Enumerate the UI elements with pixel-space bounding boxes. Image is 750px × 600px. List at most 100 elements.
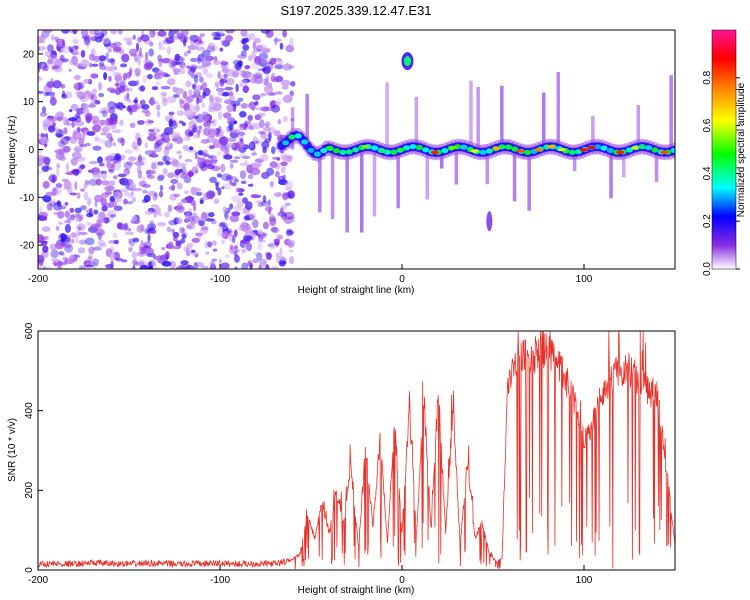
heatmap-cell — [143, 62, 153, 71]
heatmap-cell — [281, 212, 287, 220]
heatmap-cell — [109, 90, 117, 94]
heatmap-cell — [254, 199, 262, 204]
heatmap-cell — [183, 136, 191, 142]
heatmap-cell — [252, 73, 263, 79]
bottom-x-axis-label: Height of straight line (km) — [298, 585, 415, 596]
heatmap-cell — [229, 163, 234, 169]
heatmap-cell — [38, 149, 43, 154]
heatmap-cell — [59, 251, 66, 257]
heatmap-cell — [265, 264, 270, 269]
heatmap-cell — [38, 75, 43, 82]
heatmap-cell — [234, 254, 240, 263]
heatmap-cell — [123, 198, 128, 205]
heatmap-cell — [42, 194, 52, 203]
heatmap-cell — [147, 223, 157, 231]
heatmap-cell — [43, 65, 49, 72]
heatmap-cell — [198, 36, 202, 42]
heatmap-cell — [242, 37, 249, 43]
heatmap-cell — [265, 73, 270, 83]
heatmap-cell — [286, 233, 293, 237]
heatmap-cell — [78, 239, 87, 245]
heatmap-cell — [307, 147, 315, 153]
heatmap-cell — [242, 197, 248, 204]
heatmap-cell — [469, 80, 473, 150]
heatmap-cell — [97, 156, 103, 164]
heatmap-cell — [241, 102, 247, 110]
heatmap-cell — [288, 134, 296, 140]
heatmap-cell — [136, 42, 139, 52]
heatmap-cell — [121, 226, 129, 230]
x-tick-label: -200 — [28, 575, 48, 586]
heatmap-cell — [176, 68, 186, 75]
heatmap-cell — [250, 51, 257, 59]
heatmap-cell — [64, 91, 73, 99]
heatmap-cell — [186, 242, 194, 248]
heatmap-cell — [194, 253, 199, 258]
heatmap-cell — [101, 171, 107, 180]
heatmap-cell — [371, 145, 379, 151]
heatmap-cell — [275, 170, 280, 178]
heatmap-cell — [240, 221, 247, 226]
heatmap-cell — [90, 36, 98, 42]
heatmap-cell — [148, 128, 155, 133]
heatmap-cell — [57, 261, 68, 266]
heatmap-cell — [248, 73, 257, 79]
heatmap-cell — [151, 162, 157, 170]
heatmap-cell — [182, 144, 189, 151]
heatmap-cell — [252, 48, 262, 53]
heatmap-cell — [181, 263, 191, 269]
heatmap-cell — [61, 30, 70, 34]
heatmap-cell — [195, 232, 203, 237]
heatmap-cell — [76, 127, 81, 133]
heatmap-cell — [259, 43, 267, 50]
heatmap-cell — [141, 104, 150, 110]
heatmap-cell — [119, 80, 126, 89]
heatmap-cell — [271, 146, 276, 155]
heatmap-cell — [144, 210, 154, 216]
heatmap-cell — [175, 169, 181, 175]
heatmap-cell — [159, 254, 169, 261]
heatmap-cell — [269, 161, 278, 168]
heatmap-cell — [149, 220, 155, 226]
heatmap-cell — [168, 59, 175, 69]
heatmap-cell — [283, 154, 293, 162]
heatmap-cell — [156, 110, 160, 118]
heatmap-cell — [260, 30, 271, 34]
heatmap-cell — [76, 230, 81, 238]
heatmap-cell — [162, 155, 170, 162]
snr-background — [38, 331, 675, 570]
heatmap-cell — [73, 145, 83, 153]
heatmap-cell — [155, 69, 165, 79]
heatmap-cell — [79, 95, 89, 103]
heatmap-cell — [140, 240, 144, 247]
heatmap-cell — [134, 160, 144, 166]
heatmap-cell — [622, 149, 626, 178]
heatmap-cell — [147, 74, 153, 80]
heatmap-cell — [119, 120, 124, 127]
heatmap-cell — [66, 162, 69, 172]
heatmap-cell — [360, 149, 364, 233]
heatmap-cell — [151, 150, 157, 156]
heatmap-cell — [108, 185, 115, 191]
heatmap-cell — [76, 91, 86, 100]
heatmap-cell — [144, 228, 151, 235]
heatmap-cell — [109, 252, 115, 261]
heatmap-cell — [511, 146, 519, 152]
heatmap-cell — [250, 194, 260, 199]
heatmap-cell — [180, 57, 186, 61]
heatmap-cell — [55, 152, 65, 160]
heatmap-cell — [87, 104, 97, 108]
heatmap-cell — [157, 254, 162, 262]
heatmap-cell — [325, 146, 334, 150]
heatmap-cell — [221, 240, 225, 244]
colorbar-tick-label: 0.4 — [702, 166, 713, 180]
heatmap-cell — [251, 107, 255, 112]
heatmap-cell — [112, 232, 118, 239]
heatmap-cell — [111, 161, 122, 171]
heatmap-cell — [57, 266, 62, 269]
heatmap-cell — [244, 229, 253, 237]
heatmap-cell — [50, 34, 55, 41]
heatmap-cell — [49, 116, 58, 123]
heatmap-cell — [301, 139, 309, 145]
heatmap-cell — [267, 199, 271, 207]
